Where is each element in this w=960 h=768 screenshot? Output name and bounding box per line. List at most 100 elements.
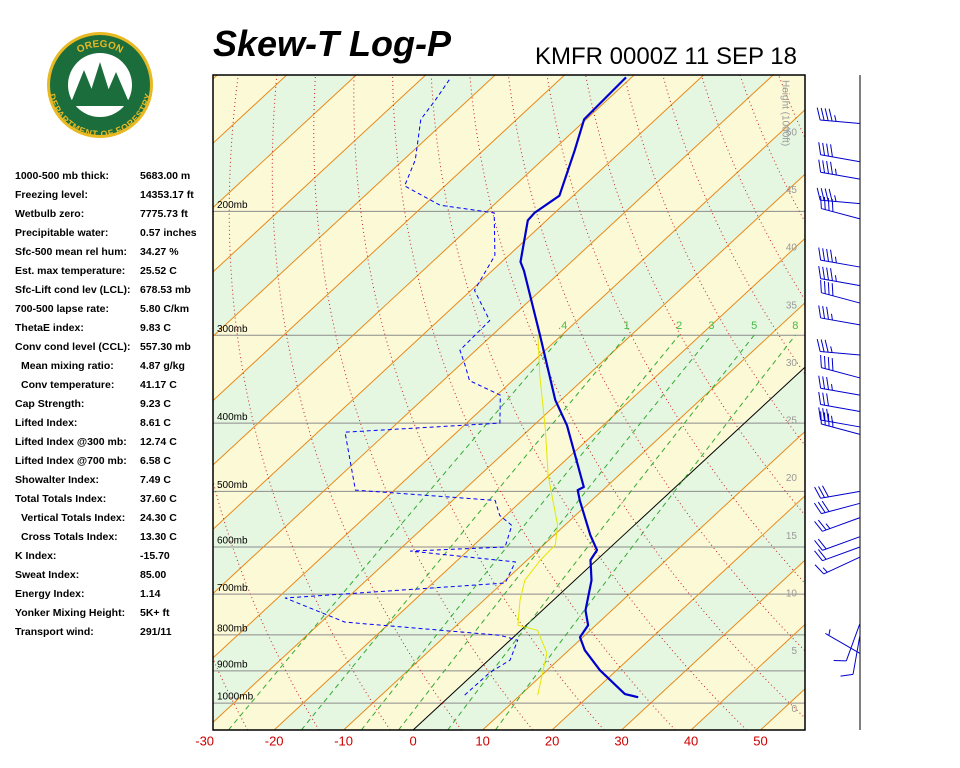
mixing-ratio-line [301,334,628,730]
dry-adiabat [546,75,805,585]
wind-barb [814,536,861,551]
mixing-ratio-label: 2 [676,320,682,332]
isotherm-band [213,75,805,658]
mixing-ratio-line [228,334,564,730]
mixing-ratio-label: 5 [751,320,757,332]
logo-top-text: OREGON [75,39,125,56]
stat-value: 12.74 C [140,436,177,448]
wind-barb [816,339,861,356]
stat-value: 41.17 C [140,379,177,391]
x-tick-label: 0 [409,733,416,748]
stat-label: ThetaE index: [15,322,84,334]
pressure-label: 200mb [217,200,248,211]
height-label: 35 [786,300,798,311]
stat-value: 5683.00 m [140,170,190,182]
stat-value: 0.57 inches [140,227,197,239]
axes: 1000mb 900mb 800mb 700mb 600mb 500mb 400mb 300m… [195,74,861,748]
logo-ground [70,100,130,106]
stat-label: Total Totals Index: [15,493,106,505]
stat-value: 291/11 [140,626,172,638]
stat-value: 7775.73 ft [140,208,188,220]
dry-adiabat [662,75,805,375]
isotherm-band [213,174,805,730]
stat-value: 24.30 C [140,512,177,524]
wind-barb [816,107,861,124]
wind-barb [814,546,861,562]
height-label: 30 [786,358,798,369]
stat-label: Lifted Index @700 mb: [15,455,127,467]
stat-label: Conv temperature: [21,379,114,391]
stat-label: Vertical Totals Index: [21,512,125,524]
mixing-ratio-label: 8 [792,320,798,332]
isotherm [213,75,565,402]
wind-barb [818,375,861,396]
height-label: 40 [786,243,798,254]
stat-value: 37.60 C [140,493,177,505]
height-label: 45 [786,185,798,196]
stat-label: Precipitable water: [15,227,108,239]
dry-adiabat [0,75,7,730]
dry-adiabat [469,75,805,719]
wind-barb [816,187,861,205]
wind-barb [818,407,861,428]
wind-barb [818,142,861,163]
logo-top-path: OREGON [75,39,125,56]
wind-barb [813,500,861,515]
x-tick-label: 50 [753,733,767,748]
stat-value: 678.53 mb [140,284,191,296]
isotherm [482,430,805,730]
stat-value: 5K+ ft [140,607,170,619]
stat-label: Est. max temperature: [15,265,125,277]
stat-value: 1.14 [140,588,161,600]
x-tick-label: -10 [334,733,353,748]
wind-barb [814,556,861,575]
stat-value: 14353.17 ft [140,189,194,201]
stat-label: Conv cond level (CCL): [15,341,131,353]
dry-adiabat [817,75,960,730]
height-label: 5 [791,646,797,657]
mixing-ratio-label: 1 [624,320,630,332]
stat-value: -15.70 [140,550,170,562]
isotherm [213,75,774,595]
stat-label: Sfc-Lift cond lev (LCL): [15,284,131,296]
isotherm [213,75,427,273]
mixing-ratio-label: .4 [558,320,567,332]
plot-border [212,74,806,731]
dry-adiabat [778,75,805,140]
x-tick-label: 10 [475,733,489,748]
x-tick-label: 30 [614,733,628,748]
dry-adiabat [894,75,960,730]
stat-label: Energy Index: [15,588,84,600]
pressure-label: 700mb [217,583,248,594]
pressure-label: 1000mb [217,692,254,703]
profile-line [517,335,559,696]
stat-label: Transport wind: [15,626,94,638]
x-tick-label: -20 [265,733,284,748]
stat-label: Wetbulb zero: [15,208,84,220]
isotherm [343,302,805,730]
isotherm-band [213,109,805,723]
x-tick-label: 20 [545,733,559,748]
stat-value: 25.52 C [140,265,177,277]
stat-label: 700-500 lapse rate: [15,303,109,315]
stat-label: Showalter Index: [15,474,99,486]
stat-value: 7.49 C [140,474,171,486]
wind-barb [833,623,861,662]
isotherm [551,495,805,730]
height-label: 10 [786,589,798,600]
mixing-ratio-line [447,334,755,730]
wind-barb [818,159,861,180]
wind-barb [814,485,861,499]
isotherm [213,109,805,659]
wind-barb [840,634,861,677]
wind-barb [820,280,861,304]
wind-barb [818,305,861,326]
stat-label: K Index: [15,550,56,562]
stat-value: 8.61 C [140,417,171,429]
dry-adiabat [507,75,805,652]
height-label: 50 [786,127,798,138]
pressure-label: 400mb [217,412,248,423]
wind-barb [820,195,861,220]
stat-value: 9.23 C [140,398,171,410]
